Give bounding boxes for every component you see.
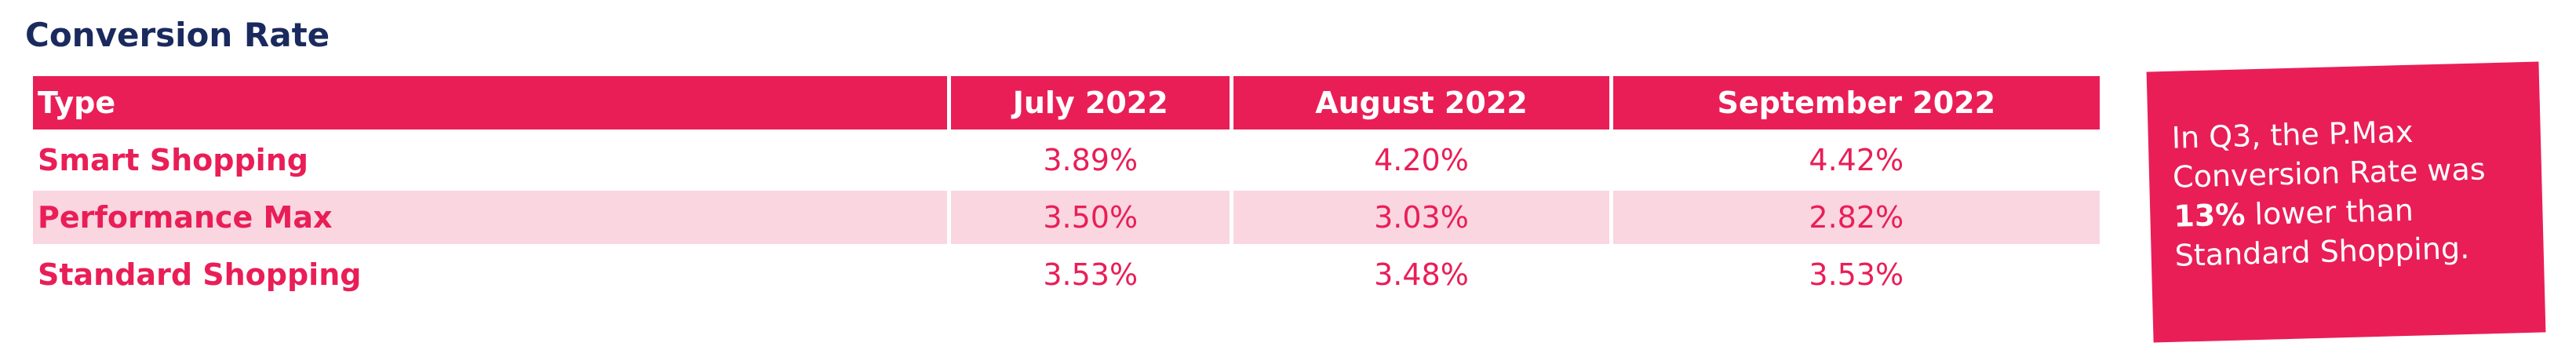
table: Type July 2022 August 2022 September 2022 S…	[29, 72, 2104, 305]
column-header: Type	[33, 76, 947, 129]
row-label: Performance Max	[33, 191, 947, 244]
cell: 4.42%	[1809, 143, 1904, 177]
header-row: Type July 2022 August 2022 September 2022	[33, 76, 2100, 129]
callout: In Q3, the P.Max Conversion Rate was 13%…	[2146, 61, 2546, 343]
table-row: Standard Shopping 3.53% 3.48% 3.53%	[33, 248, 2100, 301]
cell: 3.53%	[1043, 257, 1139, 292]
title: Conversion Rate	[25, 16, 330, 54]
row-label: Standard Shopping	[38, 257, 362, 292]
cell: 3.03%	[1233, 191, 1609, 244]
callout-text: In Q3, the P.Max Conversion Rate was	[2171, 114, 2487, 195]
cell: 3.53%	[1809, 257, 1904, 292]
cell: 2.82%	[1612, 191, 2100, 244]
row-label: Smart Shopping	[38, 143, 308, 177]
cell: 3.48%	[1374, 257, 1469, 292]
cell: 4.20%	[1374, 143, 1469, 177]
cell: 3.89%	[1043, 143, 1139, 177]
callout-emphasis: 13%	[2173, 197, 2246, 234]
column-header: September 2022	[1612, 76, 2100, 129]
table-row: Performance Max 3.50% 3.03% 2.82%	[33, 191, 2100, 244]
table-row: Smart Shopping 3.89% 4.20% 4.42%	[33, 133, 2100, 187]
column-header: August 2022	[1233, 76, 1609, 129]
cell: 3.50%	[951, 191, 1230, 244]
column-header: July 2022	[951, 76, 1230, 129]
